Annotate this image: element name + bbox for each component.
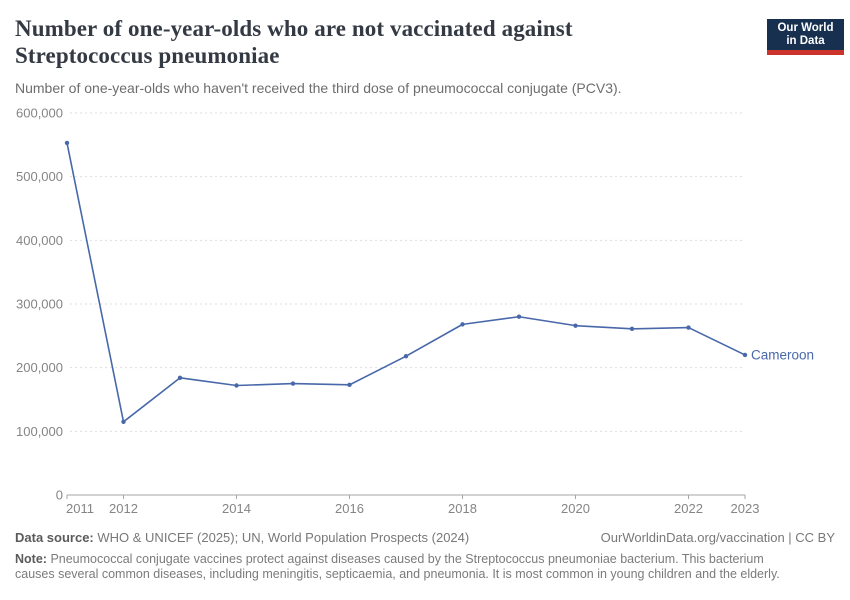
data-point	[516, 314, 522, 319]
y-axis-tick-label: 100,000	[16, 424, 63, 439]
sources-row: Data source: WHO & UNICEF (2025); UN, Wo…	[15, 530, 835, 545]
data-point	[403, 354, 409, 359]
series-line	[66, 142, 746, 423]
owid-logo: Our World in Data	[767, 19, 844, 55]
data-point	[234, 383, 239, 388]
chart-header: Number of one-year-olds who are not vacc…	[0, 0, 850, 96]
data-point	[629, 326, 635, 332]
y-axis-tick-label: 400,000	[16, 233, 63, 248]
x-axis-tick-label: 2011	[66, 501, 94, 516]
note-label: Note:	[15, 552, 47, 566]
data-source: Data source: WHO & UNICEF (2025); UN, Wo…	[15, 530, 469, 545]
data-source-text: WHO & UNICEF (2025); UN, World Populatio…	[97, 530, 470, 545]
chart-title: Number of one-year-olds who are not vacc…	[15, 16, 573, 68]
data-point	[177, 375, 183, 381]
data-point	[686, 325, 691, 330]
data-point	[347, 382, 352, 388]
license-text: OurWorldinData.org/vaccination | CC BY	[600, 530, 835, 545]
y-axis-tick-label: 200,000	[16, 360, 63, 375]
owid-logo-line2: in Data	[786, 35, 825, 47]
x-axis-tick-label: 2012	[109, 501, 138, 516]
x-axis-tick-label: 2018	[448, 501, 477, 516]
data-source-label: Data source:	[15, 530, 94, 545]
chart-subtitle: Number of one-year-olds who haven't rece…	[15, 80, 622, 96]
data-point	[573, 323, 578, 328]
data-point	[64, 140, 70, 146]
y-axis-tick-label: 300,000	[16, 297, 63, 312]
entity-label: Cameroon	[751, 347, 814, 362]
chart-footer: Data source: WHO & UNICEF (2025); UN, Wo…	[0, 530, 850, 582]
y-axis-tick-label: 0	[56, 488, 63, 503]
x-axis-tick-label: 2016	[335, 501, 364, 516]
y-axis-tick-label: 600,000	[16, 106, 63, 121]
line-chart: 0 100,000 200,000 300,000 400,000 500,000 600,…	[16, 106, 814, 517]
data-point	[742, 352, 748, 358]
x-axis-tick-label: 2022	[674, 501, 703, 516]
data-point	[290, 381, 296, 386]
note-row: Note: Pneumococcal conjugate vaccines pr…	[15, 552, 805, 582]
data-point	[460, 322, 465, 327]
x-axis-tick-label: 2020	[561, 501, 590, 516]
x-axis-tick-label: 2014	[222, 501, 251, 516]
data-point	[121, 419, 126, 424]
x-axis-tick-label: 2023	[731, 501, 760, 516]
note-text: Pneumococcal conjugate vaccines protect …	[15, 552, 780, 581]
y-axis-tick-label: 500,000	[16, 169, 63, 184]
owid-logo-line1: Our World	[777, 22, 834, 34]
